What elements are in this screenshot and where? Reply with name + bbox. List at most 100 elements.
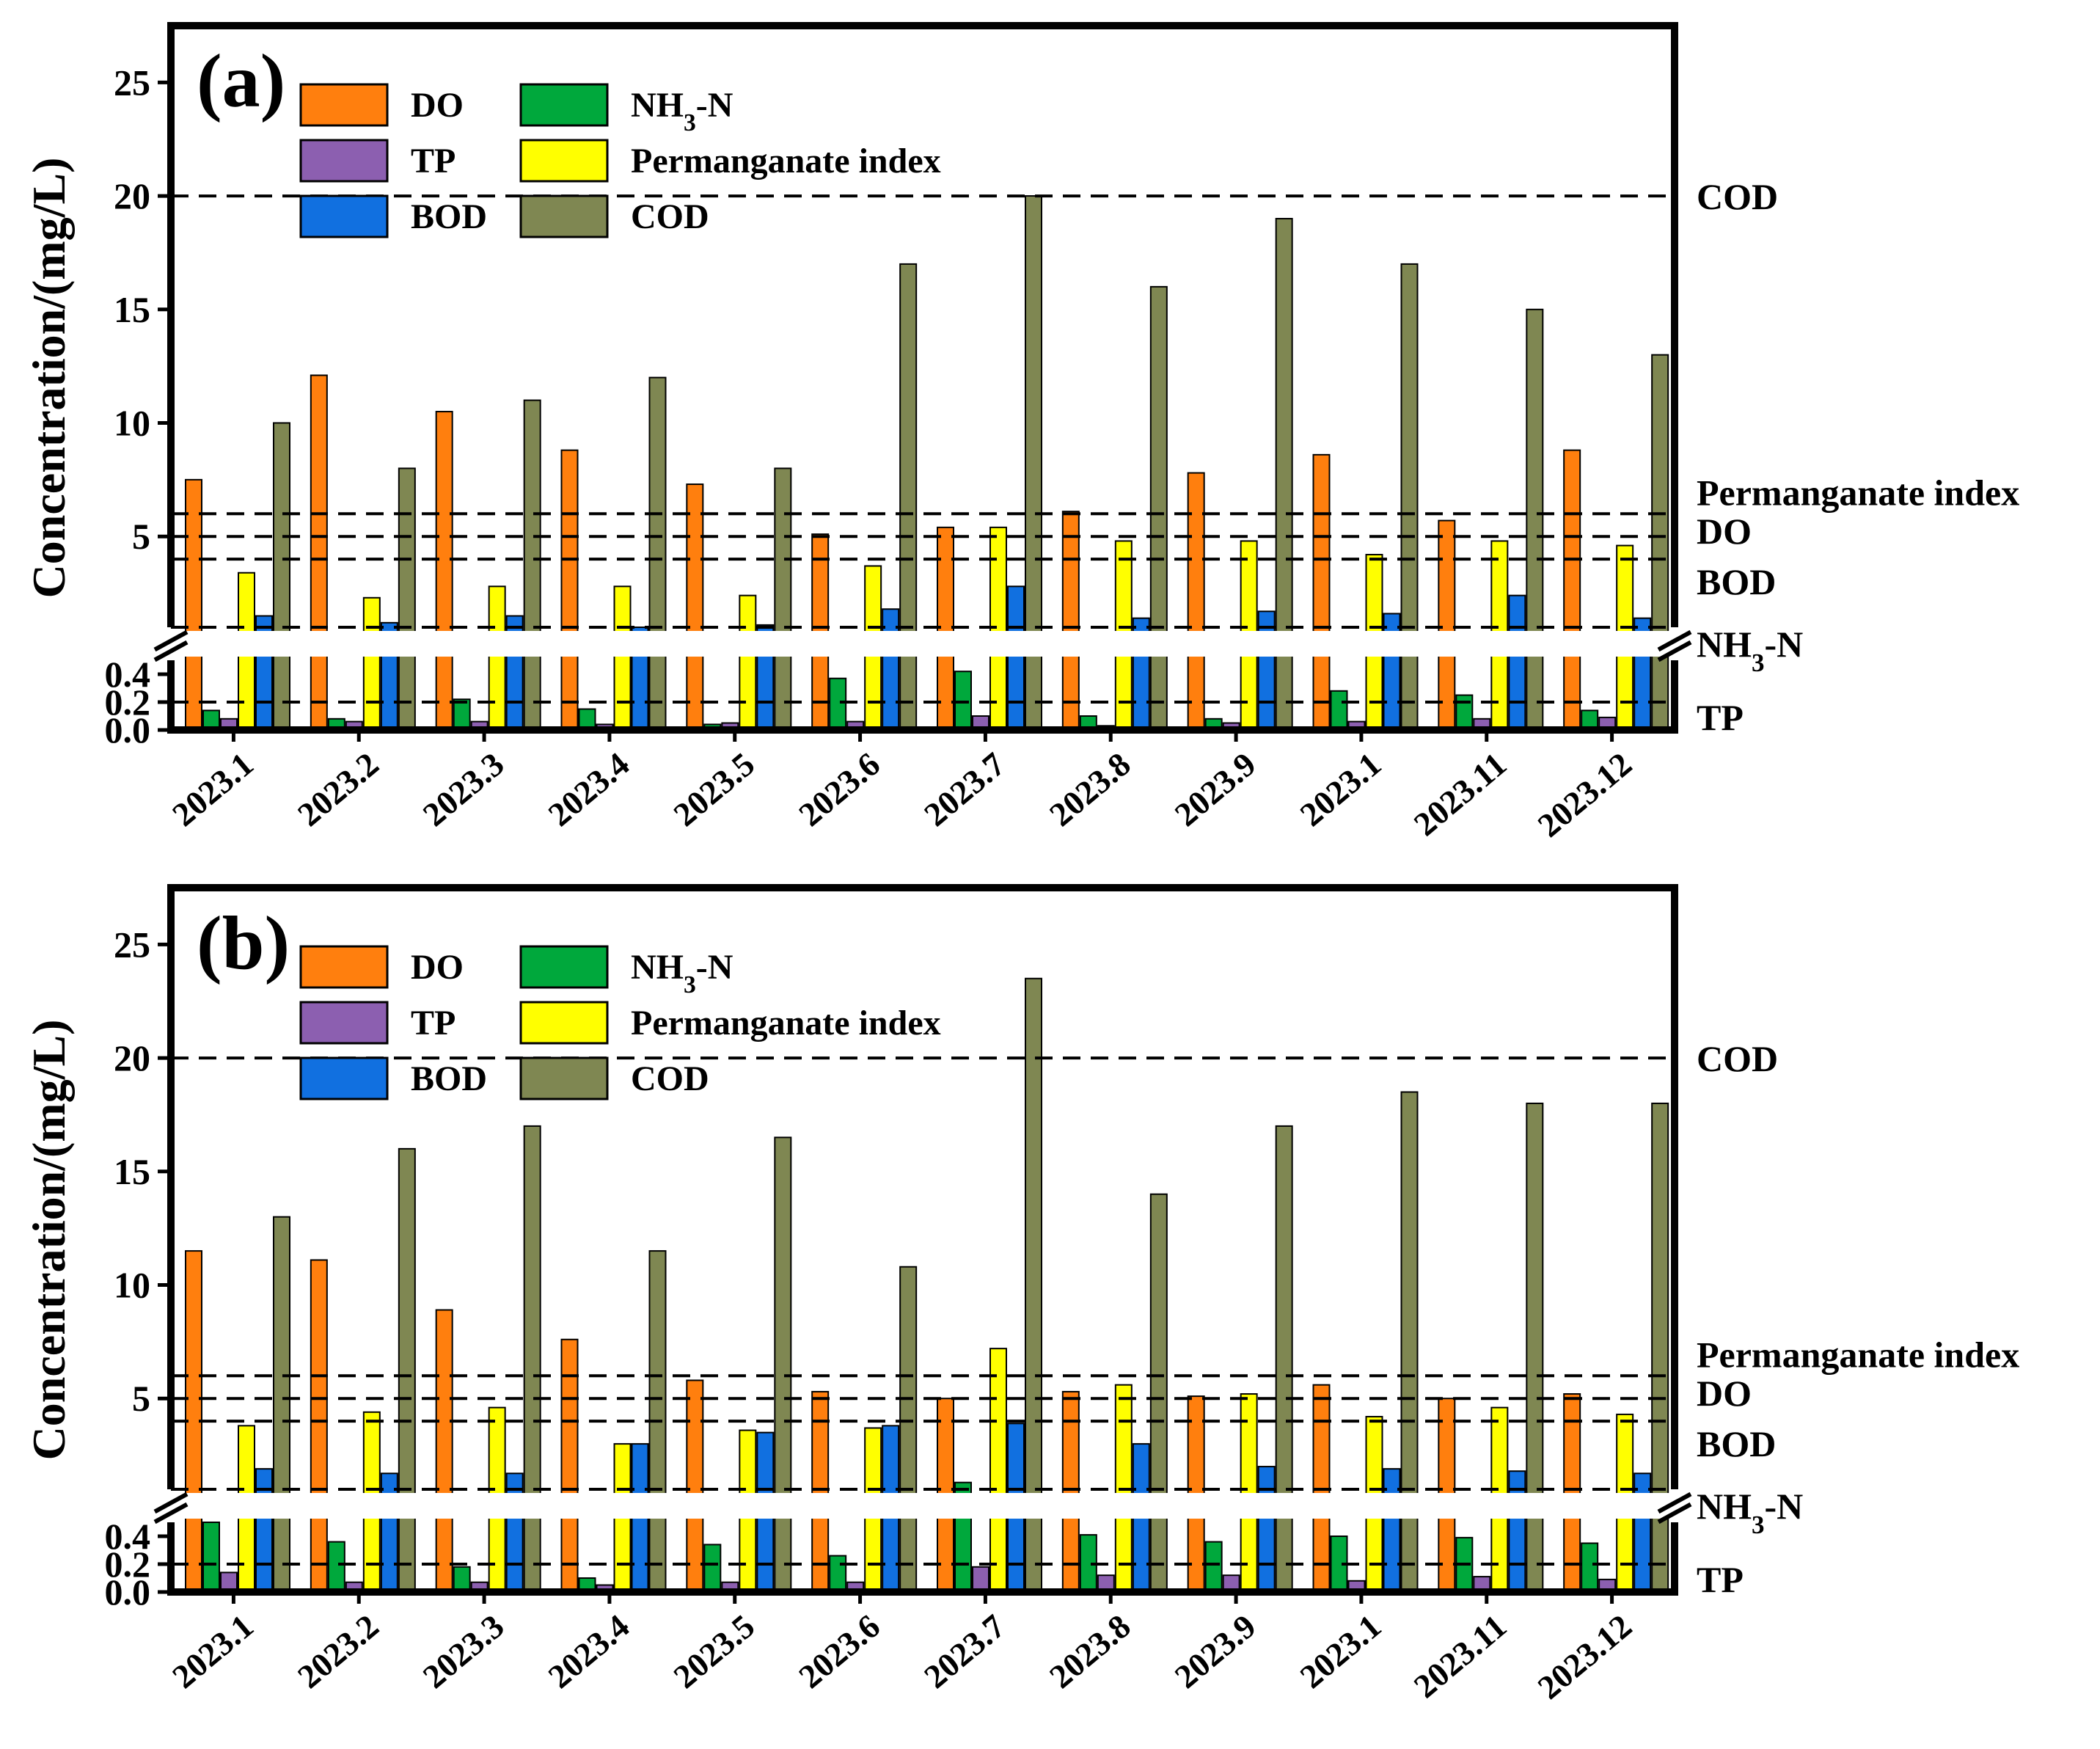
bar bbox=[1508, 594, 1526, 731]
legend-swatch bbox=[299, 1056, 389, 1100]
axis-frame-lower bbox=[167, 660, 1678, 734]
bar bbox=[1257, 610, 1276, 731]
x-tick-label: 2023.4 bbox=[541, 1607, 637, 1695]
bar bbox=[1651, 354, 1669, 731]
bar bbox=[1275, 1125, 1293, 1593]
bar bbox=[703, 1544, 722, 1593]
y-tick-label: 20 bbox=[114, 1037, 150, 1078]
reference-label: NH3-N bbox=[1697, 624, 1803, 677]
x-tick-label: 2023.6 bbox=[791, 745, 887, 833]
axis-break-mark bbox=[1657, 640, 1692, 662]
x-tick-label: 2023.3 bbox=[416, 745, 511, 833]
bar bbox=[310, 1259, 328, 1593]
bar bbox=[1257, 1466, 1276, 1593]
reference-label: BOD bbox=[1697, 1423, 1776, 1464]
legend-label: BOD bbox=[411, 1059, 487, 1098]
bar bbox=[1204, 1541, 1223, 1593]
axis-break-mark bbox=[1657, 1491, 1692, 1514]
y-tick-label: 25 bbox=[114, 62, 150, 103]
bar bbox=[739, 594, 757, 731]
legend: DO NH3-N TP Permanganate index BOD COD bbox=[299, 945, 941, 1100]
bar bbox=[1563, 449, 1581, 731]
reference-label: NH3-N bbox=[1697, 1486, 1803, 1539]
bar bbox=[398, 1147, 416, 1593]
bar bbox=[899, 1266, 918, 1593]
bar bbox=[1312, 453, 1331, 731]
legend-swatch bbox=[519, 1001, 609, 1045]
legend-label: Permanganate index bbox=[631, 142, 941, 180]
bar bbox=[1383, 1468, 1401, 1593]
legend-swatch bbox=[299, 139, 389, 183]
axis-break-gap bbox=[156, 631, 1689, 657]
y-tick-label: 0.0 bbox=[105, 709, 151, 751]
y-tick-label: 0.0 bbox=[105, 1571, 151, 1613]
x-tick-label: 2023.7 bbox=[917, 745, 1012, 833]
bar bbox=[1330, 690, 1348, 731]
legend-swatch bbox=[299, 945, 389, 989]
x-tick-label: 2023.7 bbox=[917, 1607, 1012, 1695]
y-tick-label: 10 bbox=[114, 403, 150, 444]
legend-swatch bbox=[519, 139, 609, 183]
x-tick-label: 2023.11 bbox=[1407, 745, 1513, 844]
legend-swatch bbox=[299, 83, 389, 127]
x-tick-label: 2023.4 bbox=[541, 745, 637, 833]
reference-label: Permanganate index bbox=[1697, 472, 2019, 513]
x-tick-label: 2023.5 bbox=[666, 1607, 761, 1695]
x-tick-label: 2023.6 bbox=[791, 1607, 887, 1695]
bar bbox=[1149, 1193, 1168, 1593]
bar bbox=[1526, 308, 1544, 731]
reference-label: DO bbox=[1697, 511, 1752, 552]
bar bbox=[829, 1555, 847, 1593]
legend-label: COD bbox=[631, 197, 709, 236]
bar bbox=[829, 677, 847, 731]
legend-label: DO bbox=[411, 86, 464, 125]
x-tick-label: 2023.9 bbox=[1168, 745, 1263, 833]
reference-label: COD bbox=[1697, 1038, 1778, 1079]
bar bbox=[435, 1309, 453, 1593]
bar bbox=[1187, 472, 1205, 731]
y-tick-label: 10 bbox=[114, 1265, 150, 1306]
bar bbox=[362, 596, 381, 731]
axis-break-gap bbox=[156, 1493, 1689, 1519]
reference-label: TP bbox=[1697, 1559, 1744, 1600]
x-tick-label: 2023.1 bbox=[1293, 1607, 1389, 1695]
reference-label: Permanganate index bbox=[1697, 1334, 2019, 1375]
reference-label: BOD bbox=[1697, 561, 1776, 602]
legend-swatch bbox=[519, 194, 609, 238]
x-tick-label: 2023.3 bbox=[416, 1607, 511, 1695]
bar bbox=[989, 1348, 1007, 1593]
axis-frame-upper bbox=[167, 884, 1678, 1489]
x-tick-label: 2023.8 bbox=[1042, 745, 1138, 833]
bar bbox=[505, 1472, 524, 1593]
bar bbox=[523, 399, 541, 731]
y-tick-label: 25 bbox=[114, 924, 150, 965]
bar bbox=[1633, 1472, 1652, 1593]
legend-swatch bbox=[519, 83, 609, 127]
x-tick-label: 2023.2 bbox=[290, 1607, 386, 1695]
bar bbox=[185, 478, 202, 731]
bar bbox=[310, 374, 328, 731]
bar bbox=[1149, 285, 1168, 731]
bar bbox=[774, 467, 792, 731]
bar bbox=[327, 1541, 345, 1593]
axis-frame-upper bbox=[167, 22, 1678, 627]
y-tick-label: 5 bbox=[132, 1378, 150, 1419]
bar bbox=[972, 1566, 989, 1593]
reference-label: TP bbox=[1697, 697, 1744, 738]
bar bbox=[453, 1566, 471, 1593]
legend-label: TP bbox=[411, 1004, 456, 1043]
y-axis-label: Concentration/(mg/L) bbox=[23, 1020, 75, 1461]
y-tick-label: 0.2 bbox=[105, 682, 151, 723]
legend-label: COD bbox=[631, 1059, 709, 1098]
panel-label: (a) bbox=[197, 39, 285, 123]
legend: DO NH3-N TP Permanganate index BOD COD bbox=[299, 83, 941, 238]
axis-break-mark bbox=[1657, 1502, 1692, 1525]
bar bbox=[560, 1338, 579, 1593]
x-tick-label: 2023.9 bbox=[1168, 1607, 1263, 1695]
bar bbox=[774, 1136, 792, 1593]
